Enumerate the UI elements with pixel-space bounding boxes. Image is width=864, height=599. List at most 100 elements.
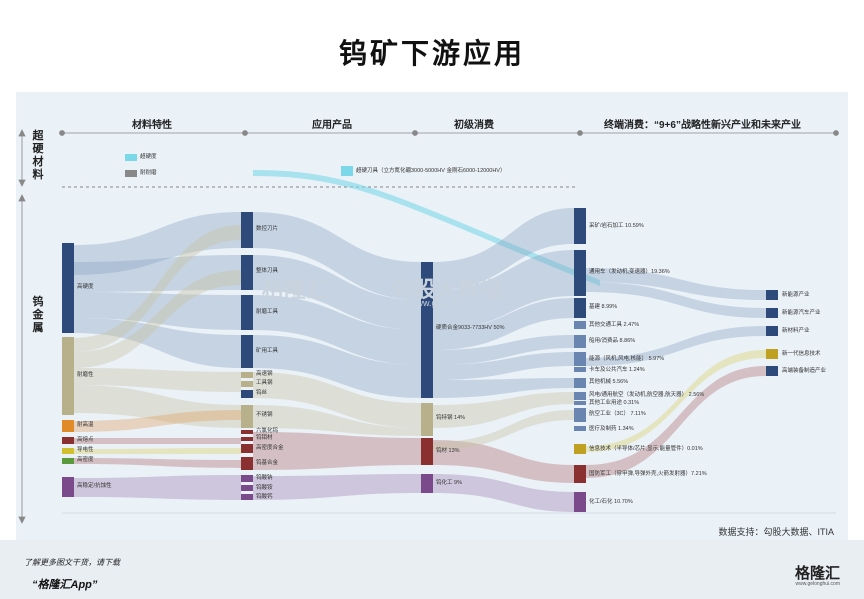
label-newenergy: 新能源产业 [782,292,810,298]
flow [253,255,421,330]
nodes-future [766,290,778,376]
node-cond [62,448,74,454]
node-drill [241,255,253,290]
footer-bar [0,540,864,599]
flow [74,255,241,292]
label-cat: 钨酸钙 [256,494,273,500]
label-wcu: 钨钼材 [256,435,273,441]
label-heat: 耐高温 [77,422,94,428]
flow [433,410,574,450]
label-info: 信息技术（半导体/芯片,显示,能量管件）0.01% [589,446,703,452]
label-wchem: 钨化工 9% [436,480,462,486]
node-build [574,298,586,318]
watermark-brand: 格隆汇 [262,277,329,302]
node-melt [62,437,74,444]
node-wni [241,444,253,453]
flow [74,410,241,432]
label-chem: 高稳定/抗蚀性 [77,483,112,489]
label-it: 新一代信息技术 [782,351,821,357]
flow [586,326,766,366]
flow [74,225,241,352]
node-superhard-1 [125,154,137,161]
label-dense: 高密度 [77,457,94,463]
label-newmat: 新材料产业 [782,328,810,334]
flow [74,458,241,468]
label-wear: 耐磨性 [77,372,94,378]
flow [74,368,241,392]
node-other [574,401,586,405]
flow [74,475,241,500]
node-mil [574,465,586,483]
flow [253,335,421,398]
node-auto [574,250,586,296]
label-apt: 钨酸钠 [256,475,273,481]
label-other: 其他工业用途 0.31% [589,400,640,406]
flow [433,335,574,365]
node-info [574,444,586,454]
node-wire [241,390,253,398]
node-apt [241,475,253,482]
label-energy: 能源（风机,风电,核能） 5.97% [589,356,665,362]
flow [433,440,574,483]
label-hard: 高硬度 [77,284,94,290]
label-superhard-tool: 超硬刀具（立方氮化硼3000-5000HV 金刚石6000-12000HV） [356,168,506,174]
side-label-superhard: 超硬材料 [32,130,44,181]
page-title: 钨矿下游应用 [338,38,525,69]
node-newenergy [766,290,778,300]
flows-primary-end [433,208,574,512]
label-truck: 卡车及公共汽车 1.24% [589,367,645,373]
flow [586,366,766,478]
node-energy [574,352,586,366]
flow [253,212,421,300]
flow [253,474,421,500]
flow [253,372,421,428]
vertical-axis [18,129,26,524]
flow [433,298,574,350]
label-steel2: 工具钢 [256,380,273,386]
footer-brand-url: www.gelonghui.com [795,581,840,587]
label-machine: 其他机械 5.56% [589,379,629,385]
node-wchem [421,474,433,493]
label-drill: 整体刀具 [256,268,279,274]
label-carbide: 硬质合金9033-7733HV 50% [436,325,505,331]
column-axis [59,130,839,136]
label-med: 医疗及制药 1.34% [589,426,634,432]
node-chemind [574,492,586,512]
column-label-materials: 材料特性 [132,120,172,131]
label-chemind: 化工/石化 10.70% [589,499,633,505]
label-stain: 不锈钢 [256,412,273,418]
node-wsteel [421,403,433,436]
flow [253,405,421,436]
footer-app-name: “格隆汇App” [32,579,98,591]
node-tc [241,430,253,434]
label-elec: 航空工业（3C） 7.11% [589,411,646,417]
label-cond: 导电性 [77,447,94,453]
label-build: 基建 8.99% [589,304,618,310]
flow [586,282,766,318]
column-label-end: 终端消费：“9+6”战略性新兴产业和未来产业 [604,120,801,131]
flow [586,268,766,300]
footer-brand-logo: 格隆汇 [794,565,840,582]
node-wear [62,337,74,415]
label-mine: 矿用工具 [256,348,279,354]
node-chem [62,477,74,497]
watermark-url: www.gogudata.com [410,298,489,308]
label-tc: 六氯化钨 [256,428,279,434]
label-cnc: 数控刀片 [256,226,279,232]
flow [433,378,574,398]
nodes-materials [62,154,137,497]
label-mil: 国防军工（穿甲弹,导弹外壳,火箭发射器）7.21% [589,471,707,477]
nodes-primary [421,262,433,493]
label-rail: 其他交通工具 2.47% [589,322,640,328]
label-mining: 采矿/岩石加工 10.59% [589,223,644,229]
node-heat [62,420,74,432]
flow [433,208,574,290]
data-source: 数据支持：勾股大数据、ITIA [718,527,834,537]
node-machine [574,378,586,388]
flow [74,292,241,330]
column-label-products: 应用产品 [312,120,352,131]
flow [433,352,574,380]
node-truck [574,367,586,372]
node-nev [766,308,778,318]
